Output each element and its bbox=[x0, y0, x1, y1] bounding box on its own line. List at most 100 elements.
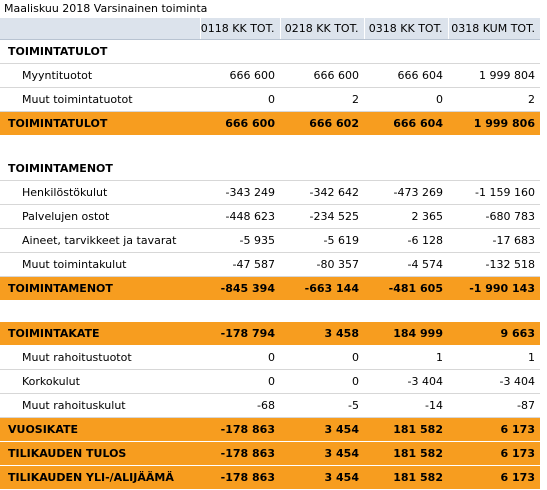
table-row: Aineet, tarvikkeet ja tavarat -5 935 -5 … bbox=[0, 228, 540, 253]
cell-value: -17 683 bbox=[448, 228, 540, 253]
total-label: VUOSIKATE bbox=[0, 417, 200, 442]
total-row: TILIKAUDEN TULOS -178 863 3 454 181 582 … bbox=[0, 441, 540, 466]
row-label: Muut toimintatuotot bbox=[0, 87, 200, 112]
total-row: VUOSIKATE -178 863 3 454 181 582 6 173 bbox=[0, 417, 540, 442]
cell-value: -5 619 bbox=[280, 228, 364, 253]
total-value: 181 582 bbox=[364, 441, 448, 466]
section-heading: TOIMINTATULOT bbox=[0, 39, 200, 64]
cell-value: 0 bbox=[200, 345, 280, 370]
total-value: 3 458 bbox=[280, 322, 364, 346]
row-label: Aineet, tarvikkeet ja tavarat bbox=[0, 228, 200, 253]
total-row: TOIMINTATULOT 666 600 666 602 666 604 1 … bbox=[0, 111, 540, 136]
cell-value: -5 bbox=[280, 393, 364, 418]
row-label: Muut rahoituskulut bbox=[0, 393, 200, 418]
total-label: TOIMINTAMENOT bbox=[0, 276, 200, 301]
total-value: -481 605 bbox=[364, 276, 448, 301]
column-header-0318: 0318 KK TOT. bbox=[363, 18, 448, 40]
row-label: Korkokulut bbox=[0, 369, 200, 394]
total-value: 6 173 bbox=[448, 441, 540, 466]
total-row: TILIKAUDEN YLI-/ALIJÄÄMÄ -178 863 3 454 … bbox=[0, 465, 540, 490]
total-value: 3 454 bbox=[280, 441, 364, 466]
total-value: -1 990 143 bbox=[448, 276, 540, 301]
total-value: 3 454 bbox=[280, 465, 364, 490]
cell-value: -132 518 bbox=[448, 252, 540, 277]
cell-value: 0 bbox=[280, 369, 364, 394]
table-row: Muut toimintatuotot 0 2 0 2 bbox=[0, 87, 540, 112]
total-value: 1 999 806 bbox=[448, 111, 540, 136]
section-heading-row: TOIMINTAMENOT bbox=[0, 157, 540, 181]
cell-value: 2 bbox=[280, 87, 364, 112]
cell-value: -14 bbox=[364, 393, 448, 418]
total-value: -178 794 bbox=[200, 322, 280, 346]
column-header-0118: 0118 KK TOT. bbox=[199, 18, 280, 40]
section-heading-row: TOIMINTATULOT bbox=[0, 39, 540, 64]
cell-value: -473 269 bbox=[364, 180, 448, 205]
section-heading: TOIMINTAMENOT bbox=[0, 157, 200, 181]
column-header-0218: 0218 KK TOT. bbox=[279, 18, 364, 40]
report-title: Maaliskuu 2018 Varsinainen toiminta bbox=[4, 2, 208, 15]
table-row: Muut toimintakulut -47 587 -80 357 -4 57… bbox=[0, 252, 540, 277]
cell-value: -4 574 bbox=[364, 252, 448, 277]
cell-value: -1 159 160 bbox=[448, 180, 540, 205]
cell-value: 2 365 bbox=[364, 204, 448, 229]
cell-value: 2 bbox=[448, 87, 540, 112]
row-label: Palvelujen ostot bbox=[0, 204, 200, 229]
total-value: 6 173 bbox=[448, 465, 540, 490]
total-value: 3 454 bbox=[280, 417, 364, 442]
cell-value: 1 bbox=[448, 345, 540, 370]
total-label: TOIMINTAKATE bbox=[0, 322, 200, 346]
cell-value: 0 bbox=[200, 87, 280, 112]
cell-value: -5 935 bbox=[200, 228, 280, 253]
spacer-row bbox=[0, 136, 540, 158]
table-row: Palvelujen ostot -448 623 -234 525 2 365… bbox=[0, 204, 540, 229]
cell-value: 1 bbox=[364, 345, 448, 370]
total-value: 666 604 bbox=[364, 111, 448, 136]
total-value: 666 602 bbox=[280, 111, 364, 136]
table-row: Muut rahoitustuotot 0 0 1 1 bbox=[0, 345, 540, 370]
table-header-row: 0118 KK TOT. 0218 KK TOT. 0318 KK TOT. 0… bbox=[0, 18, 540, 40]
spacer-row bbox=[0, 301, 540, 323]
cell-value: 666 600 bbox=[200, 63, 280, 88]
total-value: 9 663 bbox=[448, 322, 540, 346]
cell-value: -87 bbox=[448, 393, 540, 418]
total-value: 666 600 bbox=[200, 111, 280, 136]
total-value: 181 582 bbox=[364, 417, 448, 442]
income-statement-table: 0118 KK TOT. 0218 KK TOT. 0318 KK TOT. 0… bbox=[0, 18, 540, 490]
total-value: -663 144 bbox=[280, 276, 364, 301]
total-value: -178 863 bbox=[200, 465, 280, 490]
cell-value: -3 404 bbox=[448, 369, 540, 394]
cell-value: 666 600 bbox=[280, 63, 364, 88]
table-row: Muut rahoituskulut -68 -5 -14 -87 bbox=[0, 393, 540, 418]
column-header-label bbox=[0, 18, 200, 40]
total-label: TILIKAUDEN YLI-/ALIJÄÄMÄ bbox=[0, 465, 200, 490]
cell-value: -448 623 bbox=[200, 204, 280, 229]
cell-value: -6 128 bbox=[364, 228, 448, 253]
cell-value: -3 404 bbox=[364, 369, 448, 394]
table-row: Myyntituotot 666 600 666 600 666 604 1 9… bbox=[0, 63, 540, 88]
cell-value: 0 bbox=[200, 369, 280, 394]
cell-value: -68 bbox=[200, 393, 280, 418]
cell-value: -234 525 bbox=[280, 204, 364, 229]
total-value: 6 173 bbox=[448, 417, 540, 442]
total-row: TOIMINTAKATE -178 794 3 458 184 999 9 66… bbox=[0, 322, 540, 346]
cell-value: -680 783 bbox=[448, 204, 540, 229]
cell-value: 666 604 bbox=[364, 63, 448, 88]
row-label: Myyntituotot bbox=[0, 63, 200, 88]
total-label: TOIMINTATULOT bbox=[0, 111, 200, 136]
table-row: Henkilöstökulut -343 249 -342 642 -473 2… bbox=[0, 180, 540, 205]
cell-value: 0 bbox=[364, 87, 448, 112]
total-value: -178 863 bbox=[200, 441, 280, 466]
cell-value: -343 249 bbox=[200, 180, 280, 205]
cell-value: -47 587 bbox=[200, 252, 280, 277]
cell-value: 0 bbox=[280, 345, 364, 370]
total-value: -845 394 bbox=[200, 276, 280, 301]
column-header-0318-kum: 0318 KUM TOT. bbox=[447, 18, 540, 40]
row-label: Henkilöstökulut bbox=[0, 180, 200, 205]
cell-value: -80 357 bbox=[280, 252, 364, 277]
row-label: Muut rahoitustuotot bbox=[0, 345, 200, 370]
total-row: TOIMINTAMENOT -845 394 -663 144 -481 605… bbox=[0, 276, 540, 301]
cell-value: -342 642 bbox=[280, 180, 364, 205]
row-label: Muut toimintakulut bbox=[0, 252, 200, 277]
table-row: Korkokulut 0 0 -3 404 -3 404 bbox=[0, 369, 540, 394]
total-label: TILIKAUDEN TULOS bbox=[0, 441, 200, 466]
